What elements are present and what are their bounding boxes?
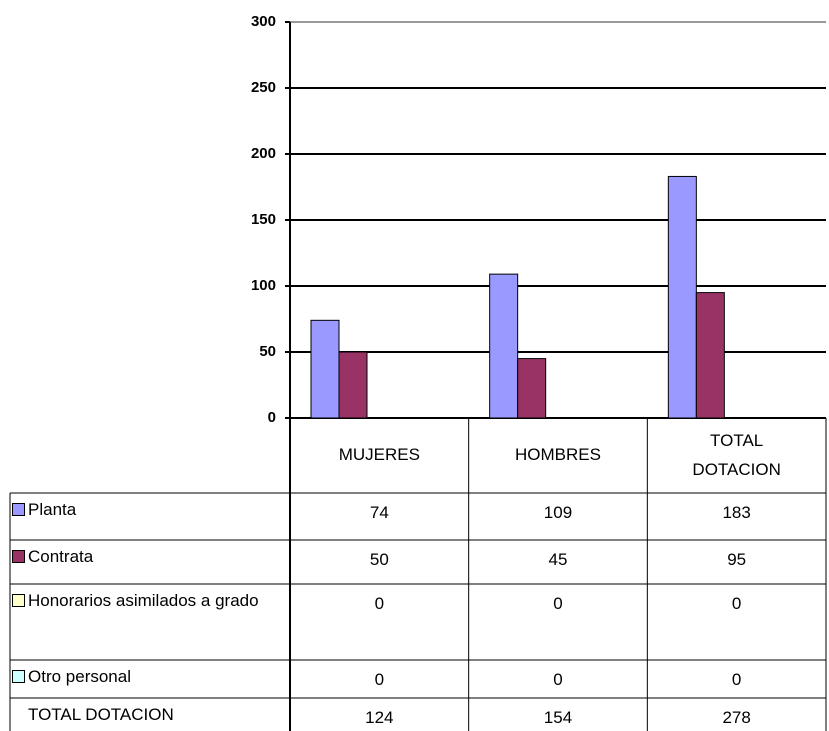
bar <box>489 273 519 419</box>
table-value: 0 <box>731 669 742 689</box>
y-tick-label: 300 <box>251 13 276 30</box>
table-row-label: Contrata <box>12 542 282 573</box>
x-tick-label: HOMBRES <box>515 445 601 465</box>
table-value: 278 <box>722 707 751 727</box>
table-value: 0 <box>374 669 385 689</box>
table-value: 109 <box>543 502 573 522</box>
legend-key <box>12 670 25 683</box>
table-value: 74 <box>369 502 389 522</box>
legend-label: Planta <box>28 500 77 519</box>
y-tick-label: 200 <box>251 145 276 162</box>
legend-key <box>12 503 25 516</box>
legend-label: Otro personal <box>28 667 131 686</box>
table-value: 154 <box>543 707 573 727</box>
legend-label: Contrata <box>28 547 94 566</box>
y-tick-label: 50 <box>259 343 276 360</box>
bar <box>338 351 368 419</box>
legend-label: TOTAL DOTACION <box>28 705 174 724</box>
table-value: 45 <box>548 549 568 569</box>
y-tick-label: 100 <box>251 277 276 294</box>
legend-key <box>12 550 25 563</box>
bar <box>310 319 340 419</box>
table-value: 50 <box>369 549 389 569</box>
y-tick-label: 250 <box>251 79 276 96</box>
table-value: 0 <box>731 593 742 613</box>
table-value: 0 <box>374 593 385 613</box>
legend-label: Honorarios asimilados a grado <box>28 591 259 610</box>
table-value: 95 <box>727 549 747 569</box>
table-value: 183 <box>722 502 751 522</box>
table-value: 124 <box>365 707 394 727</box>
bar <box>667 175 697 419</box>
y-tick-label: 0 <box>268 409 276 426</box>
bar <box>517 358 547 419</box>
x-tick-label: MUJERES <box>338 445 420 465</box>
bar <box>695 292 725 419</box>
y-tick-label: 150 <box>251 211 276 228</box>
table-value: 0 <box>553 669 563 689</box>
legend-key <box>12 594 25 607</box>
table-value: 0 <box>553 593 563 613</box>
x-tick-label: TOTAL DOTACION <box>692 430 781 479</box>
table-row-label: Honorarios asimilados a grado <box>12 586 282 617</box>
table-row-label: Planta <box>12 495 282 526</box>
table-row-label: Otro personal <box>12 662 282 693</box>
table-row-label: TOTAL DOTACION <box>28 700 298 731</box>
